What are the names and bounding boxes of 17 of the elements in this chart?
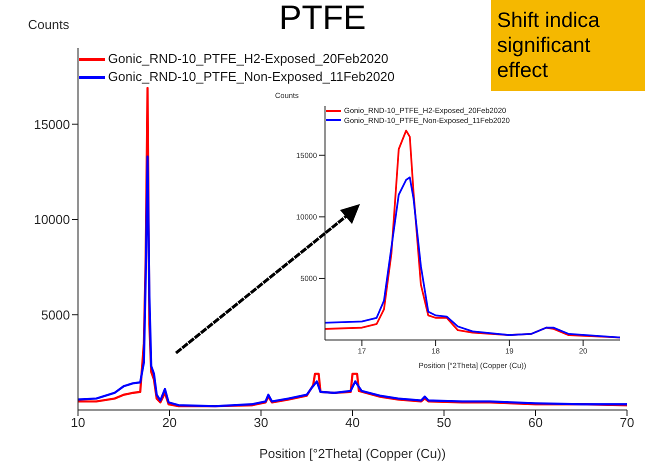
- x-axis-title: Position [°2Theta] (Copper (Cu)): [259, 446, 446, 461]
- y-tick-label: 10000: [34, 212, 70, 228]
- x-tick-label: 50: [436, 415, 452, 430]
- legend-label: Gonic_RND-10_PTFE_Non-Exposed_11Feb2020: [108, 68, 395, 86]
- line-series: [78, 86, 627, 408]
- x-tick-label: 10: [70, 415, 86, 430]
- y-tick-label: 15000: [34, 116, 70, 132]
- y-axis-title: Counts: [28, 17, 70, 32]
- chart-title: PTFE: [279, 0, 366, 37]
- x-tick-label: 20: [162, 415, 177, 430]
- legend-label: Gonic_RND-10_PTFE_H2-Exposed_20Feb2020: [108, 50, 388, 68]
- x-tick-label: 30: [254, 415, 268, 430]
- x-tick-label: 70: [620, 415, 634, 430]
- x-tick-label: 40: [345, 415, 360, 430]
- y-tick-label: 5000: [41, 307, 70, 322]
- x-tick-label: 60: [528, 415, 543, 430]
- annotation: Shift indica significant effect: [491, 0, 645, 91]
